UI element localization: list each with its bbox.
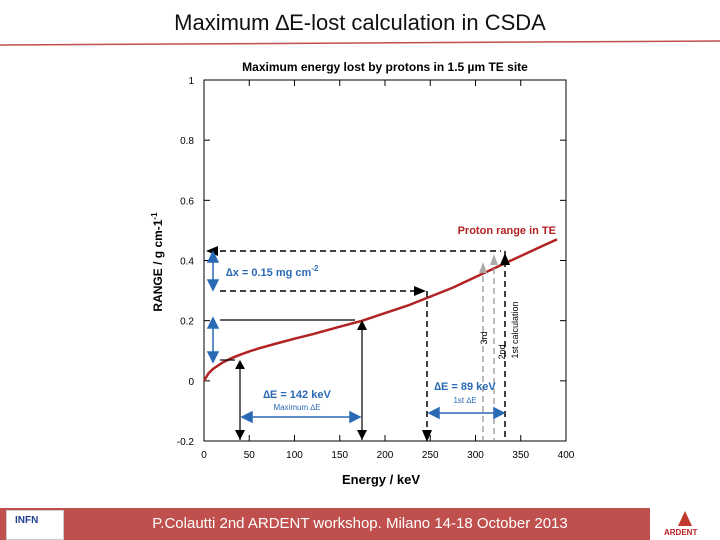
y-tick-label: -0.2 [177,437,195,448]
delta-e-first-label: ∆E = 89 keV [434,381,496,393]
infn-logo: INFN [6,510,64,540]
delta-x-arrow [206,250,220,364]
x-tick-label: 300 [467,450,484,461]
calc-1st-label: 1st calculation [510,301,520,358]
x-tick-label: 150 [331,450,348,461]
max-de-construction [220,319,363,440]
x-tick-label: 100 [286,450,303,461]
y-tick-label: 0.8 [180,136,194,147]
construction-arrowheads [206,246,510,442]
y-tick-label: 0 [188,377,194,388]
calc-2nd-label: 2nd [497,344,507,359]
footer-text: P.Colautti 2nd ARDENT workshop. Milano 1… [152,515,568,532]
x-tick-label: 250 [422,450,439,461]
max-de-arrowheads [235,320,367,440]
delta-x-exponent: -2 [311,264,319,273]
y-axis-title-exponent: -1 [150,212,159,220]
x-tick-label: 0 [201,450,207,461]
x-axis-title: Energy / keV [342,472,420,487]
ardent-logo: ARDENT [650,508,720,540]
delta-e-first-arrow [427,406,506,420]
delta-e-max-sublabel: Maximum ∆E [273,403,320,412]
y-axis-title: RANGE / g cm-1-1 [150,212,165,312]
x-tick-label: 400 [558,450,575,461]
calc-3rd-label: 3rd [479,331,489,344]
iteration-arrowheads [479,254,498,273]
ardent-logo-icon [678,511,692,526]
title-underline [0,40,720,46]
y-axis-title-main: RANGE / g cm-1 [151,219,165,311]
y-tick-label: 0.6 [180,196,194,207]
x-tick-label: 350 [512,450,529,461]
y-tick-label: 0.2 [180,317,194,328]
series-label: Proton range in TE [458,225,556,237]
delta-e-max-arrow [240,410,362,424]
y-tick-label: 0.4 [180,257,194,268]
delta-x-label: ∆x = 0.15 mg cm-2 [226,264,319,279]
y-tick-label: 1 [188,76,194,87]
infn-logo-text: INFN [15,515,39,526]
footer-bar [0,508,720,540]
x-tick-label: 50 [244,450,256,461]
slide-title: Maximum ∆E-lost calculation in CSDA [174,10,546,35]
chart-title: Maximum energy lost by protons in 1.5 µm… [242,60,528,74]
delta-e-first-sublabel: 1st ∆E [453,396,476,405]
construction-dashed-lines [220,250,506,440]
ardent-logo-text: ARDENT [664,528,698,537]
range-energy-chart: 0 50 100 150 200 250 300 350 400 -0.2 0 0.2 0.4 0.6 0.… [150,60,575,487]
delta-e-max-label: ∆E = 142 keV [263,389,331,401]
delta-x-text: ∆x = 0.15 mg cm [226,267,312,279]
x-tick-label: 200 [377,450,394,461]
